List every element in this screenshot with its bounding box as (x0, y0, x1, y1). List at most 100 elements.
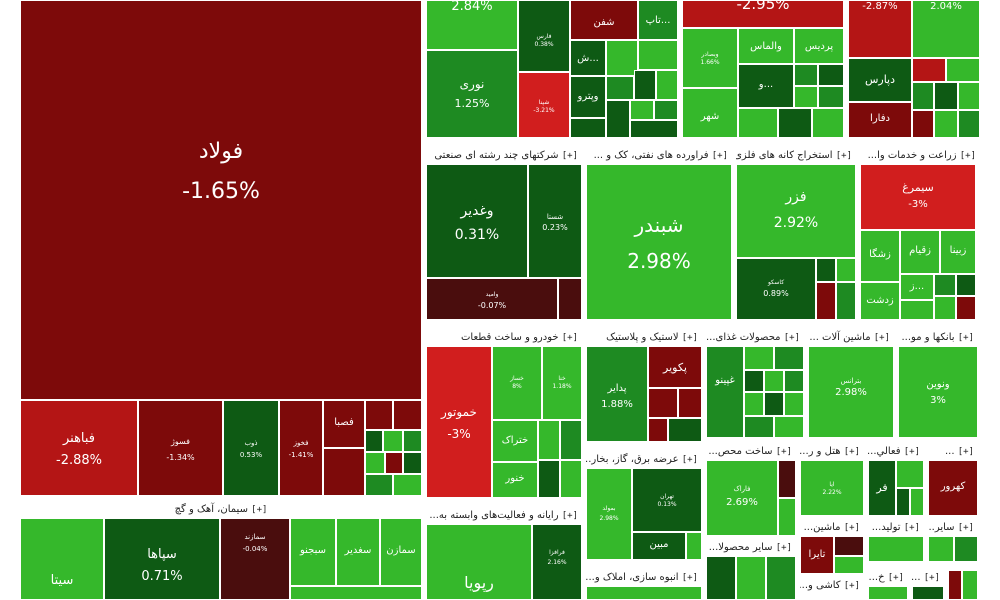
tile-small[interactable] (912, 586, 944, 600)
tile-small[interactable] (958, 110, 980, 138)
tile-small[interactable] (560, 420, 582, 460)
tile-small[interactable] (656, 70, 678, 100)
tile-small[interactable] (934, 110, 958, 138)
tile-top2[interactable]: -2.95% (682, 0, 844, 28)
tile-top4[interactable]: 2.04% (912, 0, 980, 58)
tile-fsoz[interactable]: فسوژ -1.34% (138, 400, 223, 496)
tile-top1[interactable]: 2.84% (426, 0, 518, 50)
expand-icon[interactable]: [+] (843, 523, 860, 533)
tile-bmovaled[interactable]: بمولد 2.98% (586, 468, 632, 560)
tile-small[interactable] (560, 460, 582, 498)
tile-small[interactable] (648, 388, 678, 418)
tile-shefn[interactable]: شفن (570, 0, 638, 40)
sector-header-construction[interactable]: [+] ساخت محص... (706, 444, 796, 460)
tile-sepaha[interactable]: سپاها 0.71% (104, 518, 220, 600)
tile-pakvir[interactable]: پکویر (648, 346, 702, 388)
expand-icon[interactable]: [+] (783, 333, 800, 343)
tile-small[interactable] (834, 536, 864, 556)
tile-dfara[interactable]: دفارا (848, 102, 912, 138)
expand-icon[interactable]: [+] (923, 573, 940, 583)
tile-valmas[interactable]: والماس (738, 28, 794, 64)
tile-small[interactable] (570, 118, 606, 138)
expand-icon[interactable]: [+] (561, 151, 578, 161)
tile-small[interactable] (812, 108, 844, 138)
tile-kahrob[interactable]: کهرور (928, 460, 978, 516)
tile-small[interactable] (606, 76, 634, 100)
tile-small[interactable] (896, 460, 924, 488)
tile-small[interactable] (868, 586, 908, 600)
expand-icon[interactable]: [+] (711, 151, 728, 161)
tile-zdasht[interactable]: زدشت (860, 282, 900, 320)
expand-icon[interactable]: [+] (681, 333, 698, 343)
expand-icon[interactable]: [+] (681, 573, 698, 583)
tile-small[interactable] (834, 556, 864, 574)
tile-small[interactable] (774, 346, 804, 370)
tile-khteraak[interactable]: ختراک (492, 420, 538, 462)
tile-zob[interactable]: ذوب 0.53% (223, 400, 279, 496)
sector-header-agri[interactable]: [+] زراعت و خدمات وا... (860, 148, 980, 164)
expand-icon[interactable]: [+] (251, 505, 268, 515)
tile-small[interactable] (738, 108, 778, 138)
sector-header-plastic[interactable]: [+] لاستیک و پلاستیک (586, 330, 702, 346)
sector-header-hotel[interactable]: [+] هتل و ر... (800, 444, 864, 460)
expand-icon[interactable]: [+] (775, 543, 792, 553)
tile-small[interactable] (956, 274, 976, 296)
tile-zghiam[interactable]: زقیام (900, 230, 940, 274)
tile-small[interactable] (744, 392, 764, 416)
tile-aria[interactable]: ایا 2.22% (800, 460, 864, 516)
tile-small[interactable] (385, 452, 403, 474)
tile-tab[interactable]: تاپ... (638, 0, 678, 40)
tile-small[interactable] (586, 586, 702, 600)
expand-icon[interactable]: [+] (775, 447, 792, 457)
tile-dpars[interactable]: دپارس (848, 58, 912, 102)
tile-small[interactable] (934, 274, 956, 296)
tile-small[interactable] (896, 488, 910, 516)
tile-fbahnar[interactable]: فباهنر -2.88% (20, 400, 138, 496)
tile-small[interactable] (686, 532, 702, 560)
tile-beteransh[interactable]: بترانس 2.98% (808, 346, 894, 438)
tile-small[interactable] (606, 40, 638, 76)
tile-small[interactable] (668, 418, 702, 442)
tile-khnapa[interactable]: خنا 1.18% (542, 346, 582, 420)
tile-small[interactable] (706, 556, 736, 600)
sector-header-other2[interactable]: [+] سایر... (928, 520, 978, 536)
expand-icon[interactable]: [+] (887, 573, 904, 583)
tile-fars[interactable]: فارس 0.38% (518, 0, 570, 72)
tile-small[interactable] (958, 82, 980, 110)
tile-sita[interactable]: سیتا (20, 518, 104, 600)
tile-small[interactable] (778, 108, 812, 138)
tile-vnovin[interactable]: ونوین 3% (898, 346, 978, 438)
expand-icon[interactable]: [+] (835, 151, 852, 161)
tile-small[interactable] (403, 452, 422, 474)
sector-header-produce[interactable]: [+] تولید... (868, 520, 924, 536)
tile-small[interactable] (900, 300, 934, 320)
tile-top3[interactable]: -2.87% (848, 0, 912, 58)
tile-small[interactable] (784, 370, 804, 392)
sector-header-activ[interactable]: [+] فعالي... (868, 444, 924, 460)
tile-small[interactable] (538, 420, 560, 460)
tile-small[interactable] (393, 400, 422, 430)
tile-small[interactable] (630, 100, 654, 120)
sector-header-banks[interactable]: [+] بانکها و مو... (898, 330, 978, 346)
tile-small[interactable] (744, 370, 764, 392)
sector-header-other-products[interactable]: [+] سایر محصولا... (706, 540, 796, 556)
tile-tehran[interactable]: تهران 0.13% (632, 468, 702, 532)
tile-vpetro[interactable]: وپترو (570, 76, 606, 118)
expand-icon[interactable]: [+] (681, 455, 698, 465)
sector-header-oil[interactable]: [+] فراورده های نفتی، کک و ... (586, 148, 732, 164)
tile-padir[interactable]: پدایر 1.88% (586, 346, 648, 442)
tile-small[interactable] (868, 536, 924, 562)
sector-header-it[interactable]: [+] رایانه و فعالیت‌های وابسته به... (426, 508, 582, 524)
tile-small[interactable] (836, 282, 856, 320)
sector-header-food[interactable]: [+] محصولات غذای... (706, 330, 804, 346)
tile-small[interactable] (323, 448, 365, 496)
tile-small[interactable] (962, 570, 978, 600)
tile-small[interactable] (912, 82, 934, 110)
expand-icon[interactable]: [+] (843, 447, 860, 457)
tile-sghadir[interactable]: سغدیر (336, 518, 380, 586)
tile-fkhuz[interactable]: فخوز -1.41% (279, 400, 323, 496)
sector-header-tile[interactable]: [+] کاشی و... (800, 578, 864, 594)
tile-taira[interactable]: تایرا (800, 536, 834, 574)
tile-small[interactable] (638, 40, 678, 70)
tile-small[interactable] (383, 430, 403, 452)
